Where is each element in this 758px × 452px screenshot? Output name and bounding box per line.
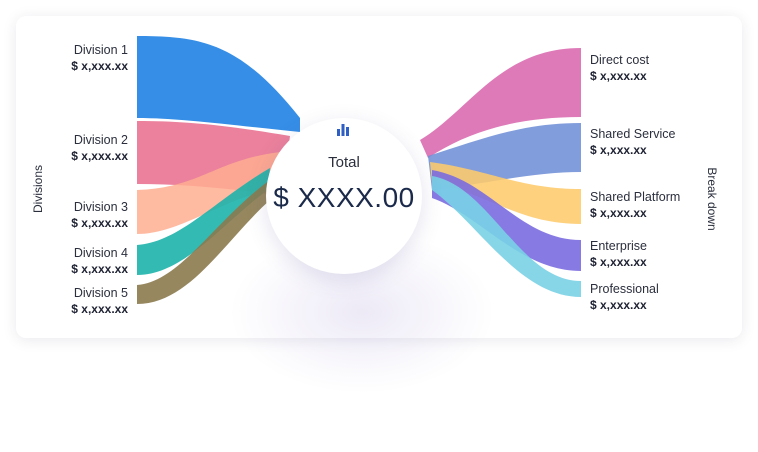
flow-division-4[interactable] [137, 168, 270, 275]
breakdown-enterprise-label: Enterprise $ x,xxx.xx [590, 238, 710, 271]
total-circle: Total $ XXXX.00 [266, 118, 422, 274]
division-2-label: Division 2 $ x,xxx.xx [18, 132, 128, 165]
breakdown-name: Enterprise [590, 239, 647, 253]
breakdown-value: $ x,xxx.xx [590, 69, 647, 83]
division-value: $ x,xxx.xx [71, 149, 128, 163]
division-value: $ x,xxx.xx [71, 302, 128, 316]
total-label: Total [328, 154, 360, 171]
bar-chart-icon[interactable] [336, 122, 350, 141]
flow-shared-platform[interactable] [430, 162, 581, 224]
breakdown-name: Professional [590, 282, 659, 296]
division-value: $ x,xxx.xx [71, 59, 128, 73]
breakdown-name: Shared Service [590, 127, 676, 141]
breakdown-shared-platform-label: Shared Platform $ x,xxx.xx [590, 189, 710, 222]
flow-division-3[interactable] [137, 152, 280, 234]
flow-direct-cost[interactable] [420, 48, 581, 158]
flow-division-5[interactable] [137, 180, 270, 304]
breakdown-shared-service-label: Shared Service $ x,xxx.xx [590, 126, 710, 159]
division-4-label: Division 4 $ x,xxx.xx [18, 245, 128, 278]
division-name: Division 4 [73, 246, 128, 260]
division-name: Division 1 [73, 43, 128, 57]
breakdown-value: $ x,xxx.xx [590, 298, 647, 312]
division-name: Division 5 [73, 286, 128, 300]
breakdown-value: $ x,xxx.xx [590, 206, 647, 220]
breakdown-name: Shared Platform [590, 190, 681, 204]
total-value: $ XXXX.00 [273, 182, 415, 213]
division-value: $ x,xxx.xx [71, 262, 128, 276]
division-3-label: Division 3 $ x,xxx.xx [18, 199, 128, 232]
division-name: Division 2 [73, 133, 128, 147]
division-name: Division 3 [73, 200, 128, 214]
breakdown-value: $ x,xxx.xx [590, 143, 647, 157]
division-5-label: Division 5 $ x,xxx.xx [18, 285, 128, 318]
breakdown-direct-cost-label: Direct cost $ x,xxx.xx [590, 52, 710, 85]
breakdown-value: $ x,xxx.xx [590, 255, 647, 269]
flow-division-1[interactable] [137, 36, 300, 132]
division-1-label: Division 1 $ x,xxx.xx [18, 42, 128, 75]
breakdown-name: Direct cost [590, 53, 650, 67]
division-value: $ x,xxx.xx [71, 216, 128, 230]
divisions-axis-title: Divisions [31, 164, 45, 214]
breakdown-professional-label: Professional $ x,xxx.xx [590, 281, 710, 314]
flow-professional[interactable] [432, 176, 581, 297]
breakdown-axis-title: Break down [705, 167, 719, 231]
